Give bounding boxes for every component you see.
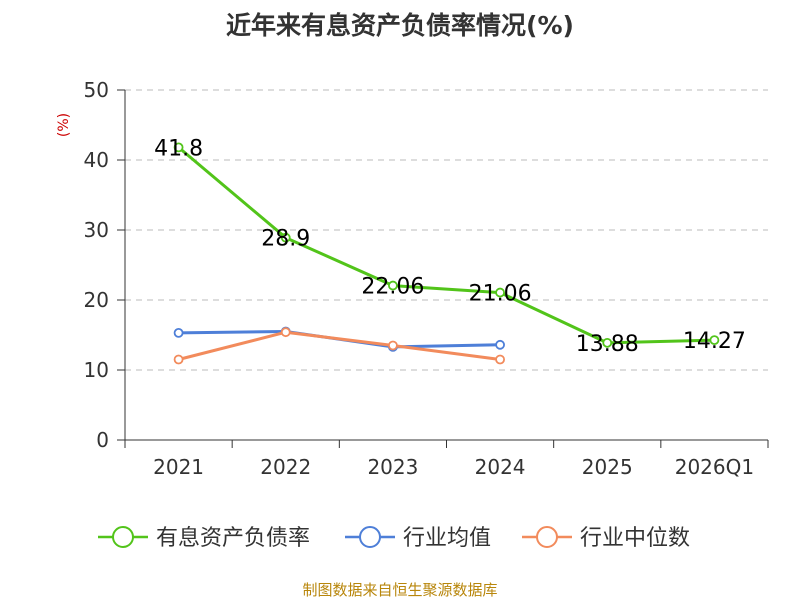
x-tick-label: 2025 [582,455,633,479]
series-line-2 [178,330,501,361]
legend-swatch-marker [359,526,381,548]
axes: 0 10 20 30 40 50 2021 2022 2023 2024 2025 2026Q1 [84,78,769,479]
legend-label: 行业中位数 [580,526,690,551]
legend: 有息资产负债率 行业均值 行业中位数 [98,526,690,551]
data-point [388,340,398,351]
x-tick-label: 2023 [367,455,418,479]
data-point [173,327,184,338]
y-tick-label: 10 [84,358,109,382]
y-tick-label: 20 [84,288,109,312]
legend-item-2[interactable]: 行业中位数 [522,526,690,551]
x-tick-label: 2021 [153,455,204,479]
legend-item-0[interactable]: 有息资产负债率 [98,526,310,551]
data-label: 22.06 [361,275,424,300]
data-labels: 41.8 28.9 22.06 21.06 13.88 14.27 [154,136,746,356]
series-lines [173,142,720,365]
data-point [495,287,505,298]
chart-title: 近年来有息资产负债率情况(%) [226,11,574,40]
legend-item-1[interactable]: 行业均值 [345,526,491,551]
y-tick-label: 40 [84,148,109,172]
data-point [280,327,291,338]
data-label: 13.88 [576,332,639,357]
y-axis-unit: (%) [56,113,72,137]
data-label: 14.27 [683,329,746,354]
data-point [495,339,505,350]
data-label: 28.9 [261,227,310,252]
data-point [709,335,720,346]
x-tick-label: 2026Q1 [675,455,754,479]
y-tick-label: 50 [84,78,109,102]
data-point [173,354,184,365]
data-point [495,354,505,365]
y-tick-label: 30 [84,218,109,242]
data-label: 41.8 [154,136,203,161]
legend-label: 有息资产负债率 [156,526,310,551]
x-tick-label: 2022 [260,455,311,479]
data-point [388,280,398,291]
source-note: 制图数据来自恒生聚源数据库 [302,581,497,599]
legend-label: 行业均值 [403,526,491,551]
grid [125,89,768,371]
data-point [280,232,291,243]
data-point [173,142,184,153]
legend-swatch-marker [536,526,558,548]
series-line-0 [177,146,715,345]
data-point [602,337,613,348]
x-tick-label: 2024 [475,455,526,479]
legend-swatch-marker [112,526,134,548]
data-label: 21.06 [469,282,532,307]
y-tick-label: 0 [96,428,109,452]
